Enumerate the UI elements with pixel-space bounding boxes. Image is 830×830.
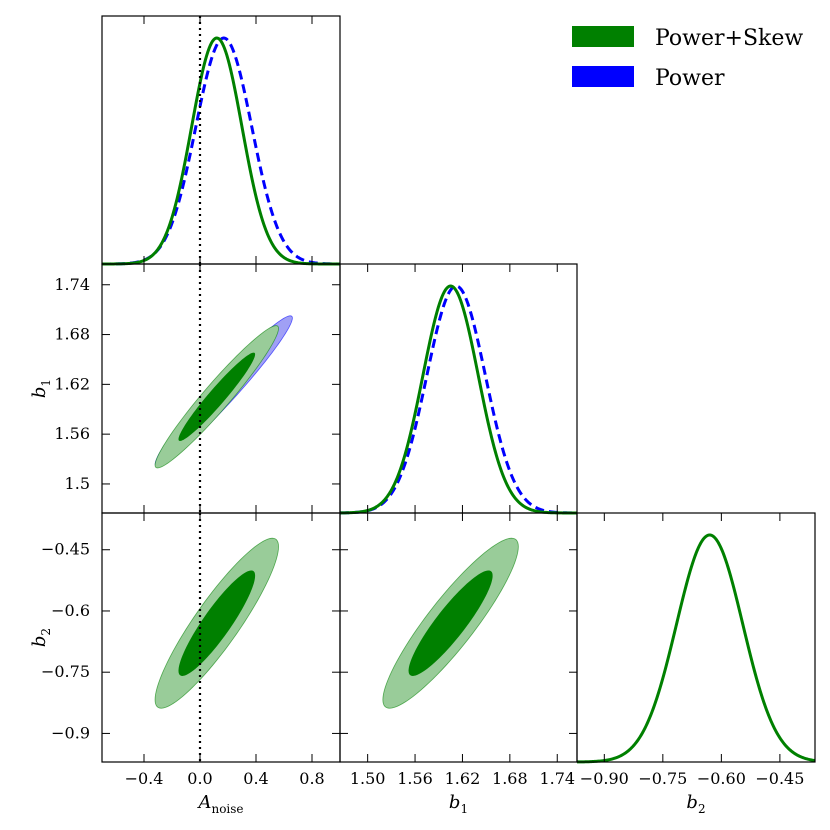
xtick-label-b1-4: 1.74: [539, 769, 575, 788]
panels: −0.4 0.0 0.4 0.8 1.50 1.56 1.62 1.68 1.74 −0.90 −0…: [29, 15, 816, 816]
panel-b2-vs-A-contours: [154, 537, 279, 709]
panel-b1-marginal: [339, 284, 578, 515]
panel-b2-marginal: [576, 533, 816, 764]
ytick-label-b1-0: 1.5: [65, 474, 90, 493]
xtick-label-b2-2: −0.60: [697, 769, 746, 788]
ytick-label-b2-1: −0.75: [41, 662, 90, 681]
ytick-label-b1-3: 1.68: [54, 325, 90, 344]
legend-swatch-power: [572, 66, 634, 87]
marginal-b1-power-curve: [339, 284, 578, 515]
panel-b2-vs-A-contour-layer: [154, 537, 279, 709]
panel-A-marginal: [102, 36, 341, 266]
ytick-label-b1-1: 1.56: [54, 424, 90, 443]
marginal-b2-power-skew-curve: [576, 533, 816, 764]
marginal-b1-power-skew-curve: [339, 284, 577, 515]
panel-b1-vs-A-contours: [154, 315, 293, 469]
panel-b2-vs-b1-power-skew-68-contour: [408, 570, 493, 676]
xtick-label-b2-3: −0.45: [755, 769, 804, 788]
panel-r1-c1-frame: [339, 263, 578, 514]
ytick-label-b2-2: −0.6: [51, 601, 90, 620]
xtick-label-b1-2: 1.62: [445, 769, 481, 788]
legend-label-power: Power: [655, 66, 725, 91]
panel-r2-c2-frame: [576, 512, 816, 763]
legend-label-power-skew: Power+Skew: [655, 26, 803, 51]
xtick-label-b2-0: −0.90: [580, 769, 629, 788]
panel-b2-vs-b1-contour-layer: [382, 537, 519, 709]
ytick-label-b2-0: −0.9: [51, 723, 90, 742]
panel-r0-c0-frame: [101, 15, 341, 265]
xtick-label-b1-0: 1.50: [350, 769, 386, 788]
xlabel-a-noise: Anoise: [196, 792, 243, 816]
legend: Power+Skew Power: [572, 26, 803, 91]
panel-b2-vs-b1-contours: [382, 537, 519, 709]
xtick-label-b1-3: 1.68: [492, 769, 528, 788]
ytick-label-b1-4: 1.74: [54, 275, 90, 294]
panel-b1-vs-A-contour-layer: [154, 315, 293, 469]
ytick-label-b2-3: −0.45: [41, 540, 90, 559]
xlabel-b1: b1: [449, 792, 468, 816]
xtick-label-b2-1: −0.75: [638, 769, 687, 788]
ylabel-b1: b1: [29, 379, 53, 398]
panel-b2-vs-A-power-skew-68-contour: [178, 570, 256, 676]
xtick-label-A-2: 0.4: [243, 769, 268, 788]
ylabel-b2: b2: [29, 628, 53, 647]
legend-swatch-power-skew: [572, 26, 634, 47]
xtick-label-A-3: 0.8: [299, 769, 324, 788]
xtick-label-A-0: −0.4: [125, 769, 164, 788]
xlabel-b2: b2: [686, 792, 705, 816]
panel-b1-vs-A-power-skew-68-contour: [178, 352, 256, 441]
marginal-A-power-curve: [102, 36, 341, 266]
xtick-label-A-1: 0.0: [187, 769, 212, 788]
ytick-label-b1-2: 1.62: [54, 374, 90, 393]
marginal-A-power-skew-curve: [102, 36, 340, 266]
xtick-label-b1-1: 1.56: [397, 769, 433, 788]
